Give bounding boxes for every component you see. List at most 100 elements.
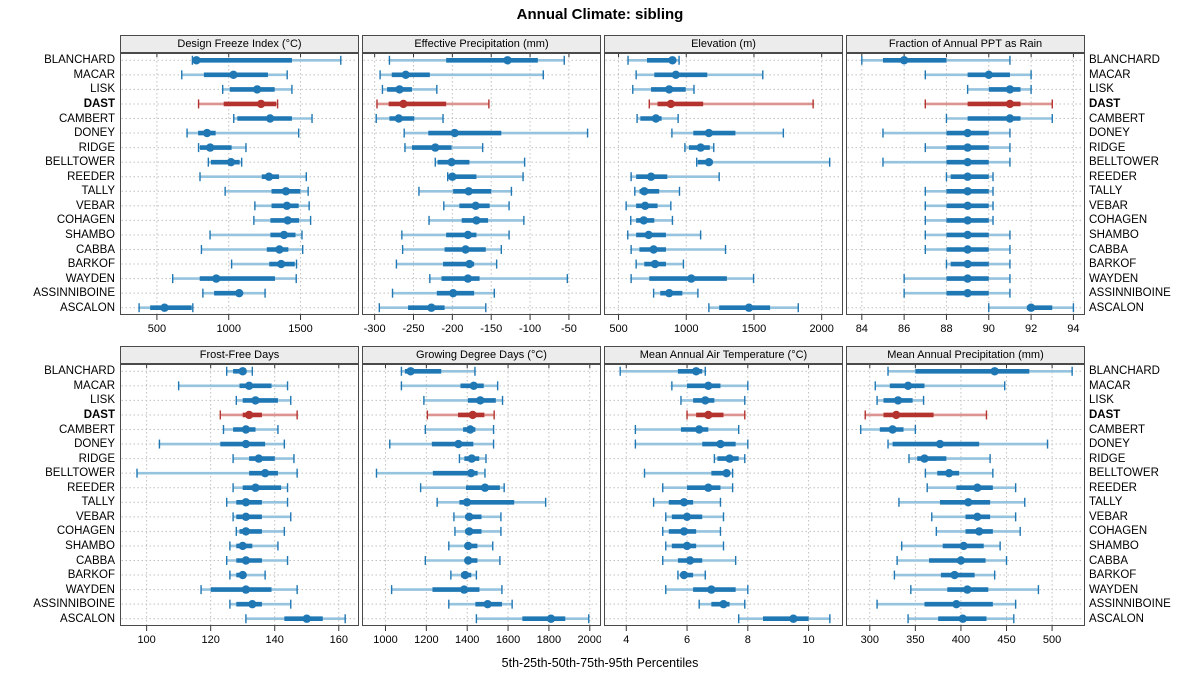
svg-text:6: 6 bbox=[684, 634, 690, 646]
svg-text:86: 86 bbox=[898, 323, 910, 335]
axis-caption: 5th-25th-50th-75th-95th Percentiles bbox=[501, 656, 699, 670]
station-label-left: MACAR bbox=[73, 68, 115, 81]
svg-text:300: 300 bbox=[861, 634, 879, 646]
station-label-left: REEDER bbox=[67, 481, 115, 494]
station-label-right: BARKOF bbox=[1089, 569, 1137, 582]
station-label-right: MACAR bbox=[1089, 68, 1131, 81]
svg-text:1200: 1200 bbox=[414, 634, 438, 646]
station-label-right: MACAR bbox=[1089, 379, 1131, 392]
station-label-right: WAYDEN bbox=[1089, 583, 1139, 596]
station-label-right: WAYDEN bbox=[1089, 272, 1139, 285]
station-label-right: RIDGE bbox=[1089, 452, 1126, 465]
svg-text:100: 100 bbox=[137, 634, 155, 646]
station-label-left: WAYDEN bbox=[65, 272, 115, 285]
station-label-right: TALLY bbox=[1089, 496, 1123, 509]
station-label-left: VEBAR bbox=[76, 510, 115, 523]
station-label-right: BLANCHARD bbox=[1089, 54, 1160, 67]
station-label-right: ASSINNIBOINE bbox=[1089, 287, 1171, 300]
panel-plot: 4 6 8 10 bbox=[604, 364, 843, 646]
station-label-right: BELLTOWER bbox=[1089, 156, 1159, 169]
svg-text:350: 350 bbox=[906, 634, 924, 646]
svg-text:2000: 2000 bbox=[809, 323, 833, 335]
station-label-left: DAST bbox=[83, 408, 115, 421]
panel: Design Freeze Index (°C) 500 1000 1500 bbox=[120, 35, 359, 341]
panel-plot: 500 1000 1500 2000 bbox=[604, 53, 843, 335]
svg-text:400: 400 bbox=[952, 634, 970, 646]
svg-text:4: 4 bbox=[623, 634, 629, 646]
panel: Mean Annual Precipitation (mm) 300 350 400 4… bbox=[846, 346, 1085, 652]
svg-text:140: 140 bbox=[266, 634, 284, 646]
svg-text:120: 120 bbox=[201, 634, 219, 646]
panel: Growing Degree Days (°C) 1000 1200 1400 1600… bbox=[362, 346, 601, 652]
station-label-right: COHAGEN bbox=[1089, 214, 1148, 227]
svg-text:90: 90 bbox=[983, 323, 995, 335]
station-label-left: RIDGE bbox=[78, 141, 115, 154]
svg-text:1800: 1800 bbox=[537, 634, 561, 646]
svg-text:84: 84 bbox=[856, 323, 868, 335]
station-label-left: BARKOF bbox=[67, 258, 115, 271]
svg-text:1000: 1000 bbox=[373, 634, 397, 646]
station-label-left: SHAMBO bbox=[65, 228, 115, 241]
station-label-right: CAMBERT bbox=[1089, 112, 1146, 125]
svg-text:-150: -150 bbox=[480, 323, 502, 335]
station-label-right: SHAMBO bbox=[1089, 228, 1139, 241]
station-label-right: CABBA bbox=[1089, 554, 1128, 567]
station-label-right: DAST bbox=[1089, 97, 1121, 110]
svg-text:88: 88 bbox=[940, 323, 952, 335]
svg-text:450: 450 bbox=[997, 634, 1015, 646]
station-label-left: TALLY bbox=[81, 185, 115, 198]
svg-text:160: 160 bbox=[330, 634, 348, 646]
station-label-left: BELLTOWER bbox=[45, 156, 115, 169]
svg-text:-50: -50 bbox=[561, 323, 577, 335]
station-label-left: ASCALON bbox=[60, 301, 115, 314]
panel-header: Growing Degree Days (°C) bbox=[362, 346, 601, 364]
svg-text:-300: -300 bbox=[364, 323, 386, 335]
station-label-left: BELLTOWER bbox=[45, 467, 115, 480]
station-label-left: CAMBERT bbox=[58, 112, 115, 125]
svg-text:92: 92 bbox=[1025, 323, 1037, 335]
station-label-left: ASSINNIBOINE bbox=[33, 598, 115, 611]
panel-plot: -300 -250 -200 -150 -100 -50 bbox=[362, 53, 601, 335]
panel: Fraction of Annual PPT as Rain 84 86 88 90 92… bbox=[846, 35, 1085, 341]
station-label-right: ASSINNIBOINE bbox=[1089, 598, 1171, 611]
svg-text:500: 500 bbox=[148, 323, 166, 335]
panel-header: Design Freeze Index (°C) bbox=[120, 35, 359, 53]
panel: Frost-Free Days 100 120 140 160 bbox=[120, 346, 359, 652]
svg-text:1500: 1500 bbox=[288, 323, 312, 335]
station-label-left: LISK bbox=[90, 394, 115, 407]
station-label-left: TALLY bbox=[81, 496, 115, 509]
svg-text:1500: 1500 bbox=[742, 323, 766, 335]
station-label-left: COHAGEN bbox=[56, 214, 115, 227]
panel-plot: 100 120 140 160 bbox=[120, 364, 359, 646]
station-label-left: COHAGEN bbox=[56, 525, 115, 538]
svg-text:1000: 1000 bbox=[216, 323, 240, 335]
station-label-right: COHAGEN bbox=[1089, 525, 1148, 538]
panel-header: Fraction of Annual PPT as Rain bbox=[846, 35, 1085, 53]
station-label-right: BLANCHARD bbox=[1089, 365, 1160, 378]
svg-text:10: 10 bbox=[802, 634, 814, 646]
station-label-right: VEBAR bbox=[1089, 510, 1128, 523]
panel: Effective Precipitation (mm) -300 -250 -200… bbox=[362, 35, 601, 341]
panel-header: Mean Annual Precipitation (mm) bbox=[846, 346, 1085, 364]
station-label-right: LISK bbox=[1089, 394, 1114, 407]
station-label-left: CAMBERT bbox=[58, 423, 115, 436]
station-label-right: REEDER bbox=[1089, 481, 1137, 494]
panel-header: Effective Precipitation (mm) bbox=[362, 35, 601, 53]
station-label-right: REEDER bbox=[1089, 170, 1137, 183]
panel-plot: 84 86 88 90 92 94 bbox=[846, 53, 1085, 335]
station-label-right: LISK bbox=[1089, 83, 1114, 96]
station-label-left: WAYDEN bbox=[65, 583, 115, 596]
station-label-right: RIDGE bbox=[1089, 141, 1126, 154]
svg-text:500: 500 bbox=[1043, 634, 1061, 646]
station-label-left: CABBA bbox=[76, 243, 115, 256]
station-label-left: CABBA bbox=[76, 554, 115, 567]
station-label-left: DAST bbox=[83, 97, 115, 110]
panel: Mean Annual Air Temperature (°C) 4 6 8 10 bbox=[604, 346, 843, 652]
panel-plot: 500 1000 1500 bbox=[120, 53, 359, 335]
panel: Elevation (m) 500 1000 1500 2000 bbox=[604, 35, 843, 341]
panel-plot: 300 350 400 450 500 bbox=[846, 364, 1085, 646]
station-label-right: CAMBERT bbox=[1089, 423, 1146, 436]
station-label-right: DONEY bbox=[1089, 127, 1130, 140]
station-label-left: ASCALON bbox=[60, 612, 115, 625]
station-label-right: BARKOF bbox=[1089, 258, 1137, 271]
